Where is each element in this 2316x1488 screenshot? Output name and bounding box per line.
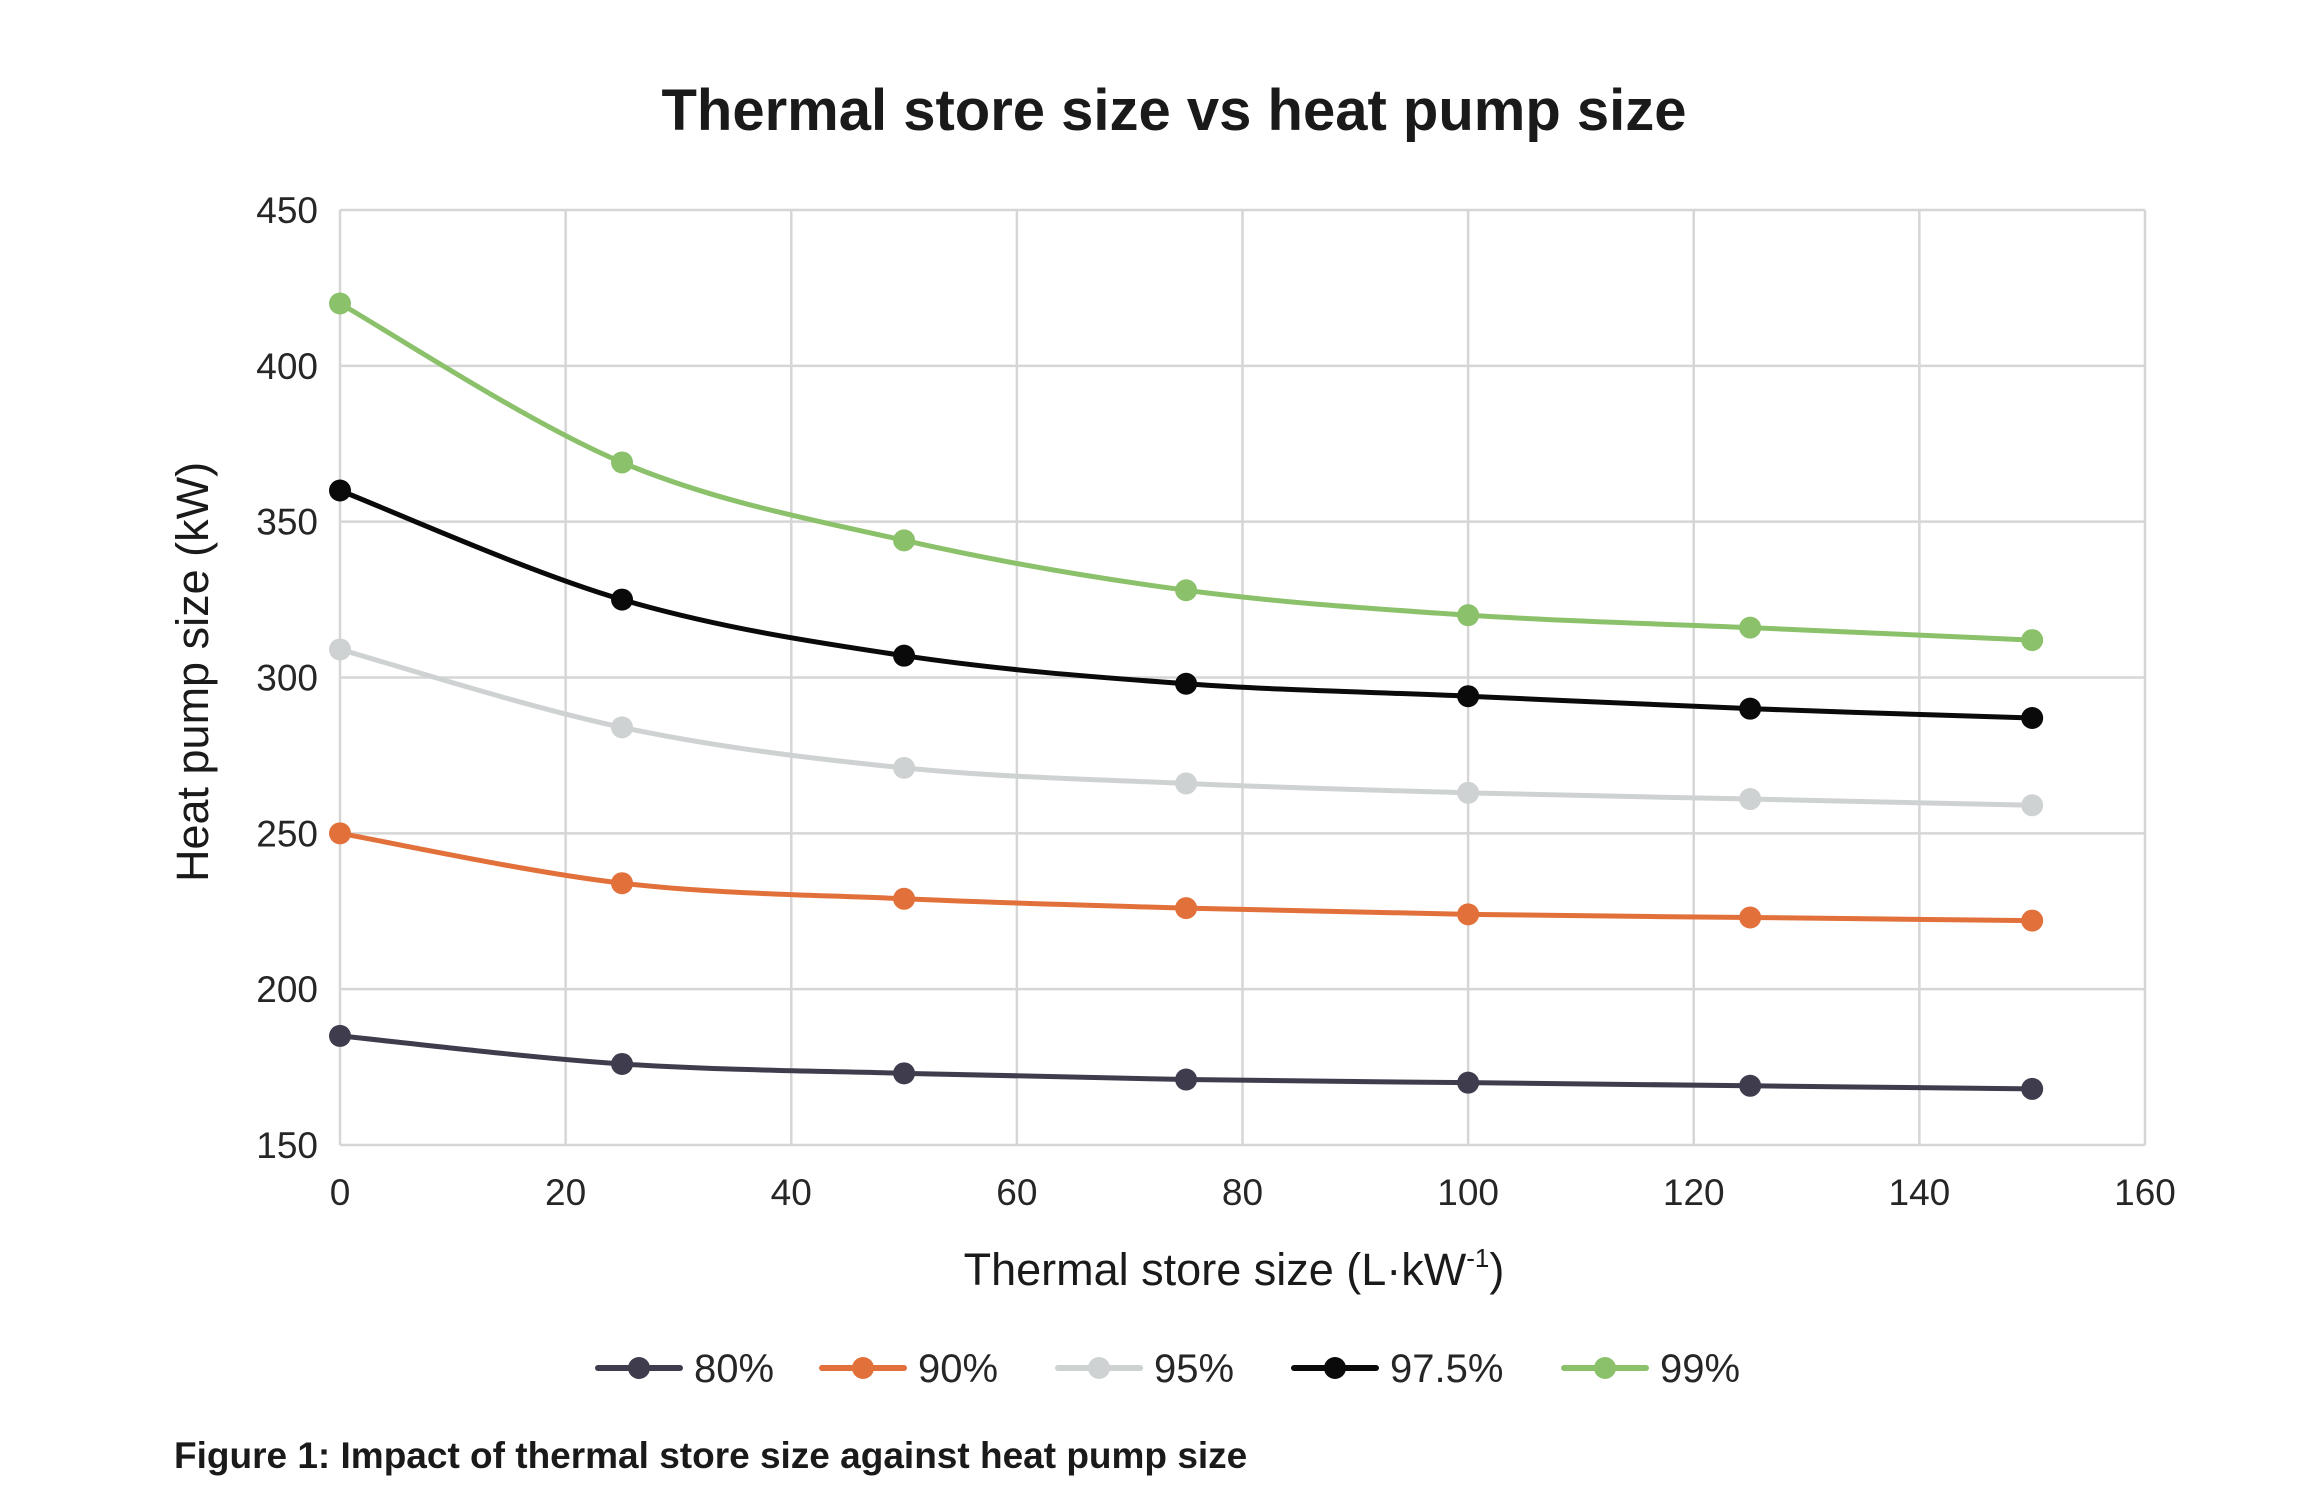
- data-point: [893, 529, 916, 552]
- y-tick-label: 350: [256, 502, 318, 543]
- legend-swatch-marker: [1088, 1357, 1110, 1379]
- x-axis-label: Thermal store size (L·kW-1): [964, 1243, 1505, 1295]
- y-tick-label: 250: [256, 813, 318, 854]
- data-point: [1457, 903, 1480, 926]
- x-axis-label-main: Thermal store size (L·kW: [964, 1244, 1467, 1295]
- x-tick-label: 160: [2114, 1172, 2176, 1213]
- x-tick-label: 0: [330, 1172, 351, 1213]
- data-point: [611, 451, 634, 474]
- data-point: [611, 1052, 634, 1075]
- x-tick-label: 40: [771, 1172, 812, 1213]
- data-point: [1739, 788, 1762, 811]
- legend: 80% 90% 95% 97.5% 99%: [595, 1347, 1740, 1391]
- data-point: [329, 1024, 351, 1047]
- data-point: [2021, 629, 2044, 652]
- x-tick-label: 140: [1889, 1172, 1951, 1213]
- x-axis-label-sup: -1: [1466, 1243, 1489, 1273]
- x-tick-label: 100: [1437, 1172, 1499, 1213]
- data-point: [611, 716, 634, 739]
- data-point: [329, 479, 351, 502]
- data-point: [1175, 579, 1198, 602]
- data-point: [1175, 1068, 1198, 1091]
- legend-item: 95%: [1055, 1347, 1234, 1391]
- data-point: [329, 822, 351, 845]
- data-point: [329, 292, 351, 315]
- x-tick-label: 60: [996, 1172, 1037, 1213]
- data-point: [1739, 1074, 1762, 1097]
- legend-swatch-marker: [1324, 1357, 1346, 1379]
- x-tick-label: 80: [1222, 1172, 1263, 1213]
- data-point: [611, 872, 634, 895]
- y-tick-label: 200: [256, 969, 318, 1010]
- y-tick-label: 450: [256, 190, 318, 231]
- data-point: [1175, 772, 1198, 795]
- legend-label: 90%: [918, 1347, 998, 1391]
- legend-label: 80%: [694, 1347, 774, 1391]
- data-point: [1175, 672, 1198, 695]
- legend-swatch-marker: [852, 1357, 874, 1379]
- data-point: [893, 887, 916, 910]
- legend-label: 95%: [1154, 1347, 1234, 1391]
- legend-swatch-marker: [628, 1357, 650, 1379]
- data-point: [2021, 794, 2044, 817]
- legend-label: 99%: [1660, 1347, 1740, 1391]
- figure-caption: Figure 1: Impact of thermal store size a…: [174, 1435, 1247, 1476]
- data-point: [329, 638, 351, 661]
- data-point: [893, 1062, 916, 1085]
- data-point: [1457, 1071, 1480, 1094]
- y-tick-label: 400: [256, 346, 318, 387]
- data-point: [1457, 781, 1480, 804]
- data-point: [1739, 906, 1762, 929]
- x-tick-label: 20: [545, 1172, 586, 1213]
- series-80: [329, 1024, 2044, 1100]
- gridlines: [338, 208, 2147, 1147]
- x-axis-label-end: ): [1489, 1244, 1504, 1295]
- data-point: [611, 588, 634, 611]
- legend-item: 99%: [1561, 1347, 1740, 1391]
- data-point: [1457, 604, 1480, 627]
- legend-label: 97.5%: [1390, 1347, 1503, 1391]
- y-axis-ticks: 150 200 250 300 350 400 450: [256, 190, 318, 1166]
- chart-title: Thermal store size vs heat pump size: [661, 78, 1686, 143]
- legend-item: 90%: [819, 1347, 998, 1391]
- data-point: [893, 644, 916, 667]
- data-point: [1739, 697, 1762, 720]
- y-tick-label: 150: [256, 1125, 318, 1166]
- series-group: [329, 292, 2044, 1100]
- x-axis-ticks: 0 20 40 60 80 100 120 140 160: [330, 1172, 2176, 1213]
- data-point: [1739, 616, 1762, 639]
- data-point: [2021, 707, 2044, 730]
- data-point: [1175, 897, 1198, 920]
- data-point: [2021, 1077, 2044, 1100]
- data-point: [893, 756, 916, 779]
- series-90: [329, 822, 2044, 932]
- legend-item: 80%: [595, 1347, 774, 1391]
- series-99: [329, 292, 2044, 652]
- x-tick-label: 120: [1663, 1172, 1725, 1213]
- legend-swatch-marker: [1594, 1357, 1616, 1379]
- data-point: [2021, 909, 2044, 932]
- y-axis-label: Heat pump size (kW): [167, 462, 218, 882]
- series-97-5: [329, 479, 2044, 730]
- data-point: [1457, 685, 1480, 708]
- series-95: [329, 638, 2044, 817]
- y-tick-label: 300: [256, 658, 318, 699]
- legend-item: 97.5%: [1291, 1347, 1503, 1391]
